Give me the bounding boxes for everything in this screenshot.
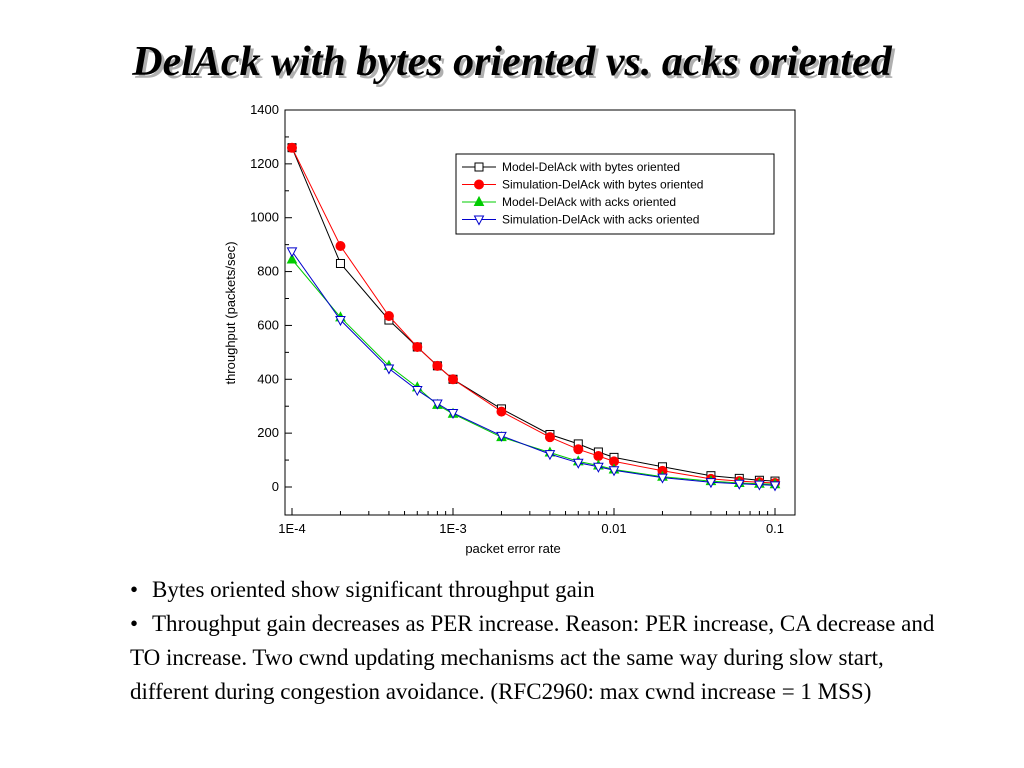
data-point [572,458,584,469]
series-line [291,251,776,486]
data-point [754,480,765,491]
legend-label: Model-DelAck with bytes oriented [502,160,680,174]
data-point [733,479,745,490]
data-point [593,462,604,473]
series-group [286,247,781,492]
bullet-item: • Throughput gain decreases as PER increa… [130,607,950,709]
series-line [291,147,776,482]
data-point [383,364,395,375]
data-point [608,466,620,477]
slide-title: DelAck with bytes oriented vs. acks orie… [132,39,892,85]
data-point [705,478,717,489]
data-point [286,253,298,264]
legend-box [455,153,775,235]
data-point [473,215,485,226]
bullet-dot: • [130,577,139,602]
bullet-dot: • [130,611,139,636]
legend-label: Simulation-DelAck with acks oriented [502,213,699,227]
data-point [496,406,507,417]
x-tick-label: 0.1 [766,521,784,536]
data-point [432,360,443,371]
data-point [335,316,346,327]
bullet-item: • Bytes oriented show significant through… [130,573,950,607]
bullet-text: Throughput gain decreases as PER increas… [130,611,935,704]
data-point [474,179,484,190]
y-tick-label: 1000 [250,210,279,225]
y-axis-label: throughput (packets/sec) [223,241,238,384]
data-point [544,432,555,443]
legend-label: Model-DelAck with acks oriented [502,195,676,209]
y-tick-label: 600 [257,317,279,332]
data-point [335,258,345,268]
data-point [448,374,458,385]
bullet-text: Bytes oriented show significant throughp… [152,577,595,602]
y-tick-label: 200 [257,425,279,440]
data-point [769,481,781,492]
data-point [432,399,443,410]
series-line [291,259,776,485]
data-point [447,408,459,420]
data-point [593,451,604,462]
y-tick-label: 400 [257,371,279,386]
y-tick-label: 800 [257,264,279,279]
x-tick-label: 1E-4 [278,521,305,536]
data-point [573,444,584,455]
x-axis-label: packet error rate [465,541,560,556]
data-point [287,142,297,153]
y-tick-label: 0 [272,479,279,494]
data-point [474,162,484,172]
x-tick-label: 1E-3 [439,521,466,536]
data-point [383,311,394,322]
data-point [496,431,507,442]
throughput-chart: 0 200 400 600 800 1000 1200 1400 1E-4 1E-3 0.01 0.1… [223,102,796,556]
x-tick-label: 0.01 [601,521,626,536]
series-line [291,147,776,484]
data-point [411,386,423,397]
data-point [473,195,485,206]
data-point [335,240,346,251]
data-point [657,473,668,484]
data-point [286,247,298,258]
y-tick-label: 1200 [250,156,279,171]
data-point [412,341,423,352]
y-tick-label: 1400 [250,102,279,117]
legend-label: Simulation-DelAck with bytes oriented [502,178,703,192]
data-point [544,450,556,461]
bullet-list: • Bytes oriented show significant through… [130,573,950,709]
